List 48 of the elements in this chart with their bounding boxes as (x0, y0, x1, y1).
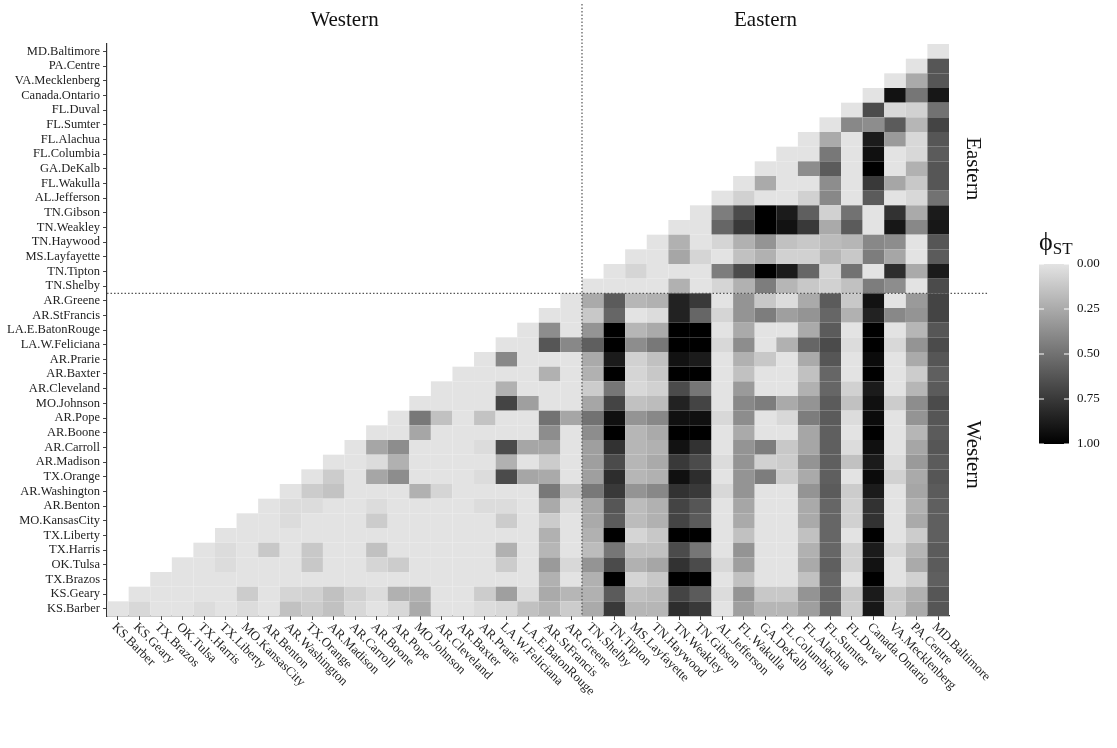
text: Eastern (962, 137, 987, 201)
text: Western (310, 6, 380, 31)
text: Western (962, 420, 987, 490)
y-tick-label: GA.DeKalb (39, 160, 101, 175)
y-tick-label: OK.Tulsa (51, 556, 101, 571)
y-tick-label: FL.Columbia (33, 146, 101, 161)
y-tick-label: AR.StFrancis (32, 307, 101, 322)
y-tick-label: TN.Weakley (36, 219, 101, 234)
y-tick-label: TX.Orange (43, 468, 101, 483)
y-tick-label: AR.Washington (20, 483, 101, 498)
color-bar-label: 0.25 (1077, 300, 1100, 316)
y-tick-label: KS.Barber (46, 600, 101, 615)
y-tick-label: FL.Wakulla (40, 175, 101, 190)
y-tick-label: LA.E.BatonRouge (7, 322, 101, 337)
y-tick-label: TN.Gibson (44, 204, 101, 219)
y-tick-label: AR.Pope (54, 410, 101, 425)
y-tick-label: KS.Geary (50, 586, 101, 601)
y-tick-label: AR.Prarie (49, 351, 101, 366)
y-tick-label: TN.Shelby (45, 278, 101, 293)
y-tick-label: FL.Alachua (40, 131, 101, 146)
y-tick-label: TN.Tipton (47, 263, 101, 278)
y-tick-label: TX.Liberty (43, 527, 101, 542)
y-tick-label: TN.Haywood (31, 234, 101, 249)
color-bar-label: 0.50 (1077, 345, 1100, 361)
y-tick-label: LA.W.Feliciana (20, 336, 101, 351)
color-bar-label: 0.75 (1077, 390, 1100, 406)
y-tick-label: VA.Mecklenberg (14, 72, 101, 87)
y-tick-label: TX.Brazos (45, 571, 101, 586)
y-tick-label: MO.Johnson (35, 395, 101, 410)
text: Eastern (734, 6, 798, 31)
y-tick-label: Canada.Ontario (21, 87, 101, 102)
y-tick-label: AR.Madison (35, 454, 101, 469)
y-tick-label: AR.Boone (46, 424, 101, 439)
y-tick-label: MD.Baltimore (26, 43, 101, 58)
y-tick-label: FL.Duval (51, 102, 101, 117)
color-bar-label: 0.00 (1077, 255, 1100, 271)
y-tick-label: AR.Baxter (46, 366, 101, 381)
y-tick-label: AR.Benton (43, 498, 101, 513)
y-tick-label: AR.Greene (43, 292, 101, 307)
y-tick-label: MS.Layfayette (25, 248, 101, 263)
y-tick-label: MO.KansasCity (19, 512, 101, 527)
color-bar-label: 1.00 (1077, 435, 1100, 451)
y-tick-label: AR.Carroll (44, 439, 101, 454)
y-tick-label: AL.Jefferson (34, 190, 101, 205)
y-tick-label: PA.Centre (48, 58, 101, 73)
y-tick-label: AR.Cleveland (28, 380, 101, 395)
y-tick-label: TX.Harris (49, 542, 101, 557)
y-tick-label: FL.Sumter (46, 116, 101, 131)
